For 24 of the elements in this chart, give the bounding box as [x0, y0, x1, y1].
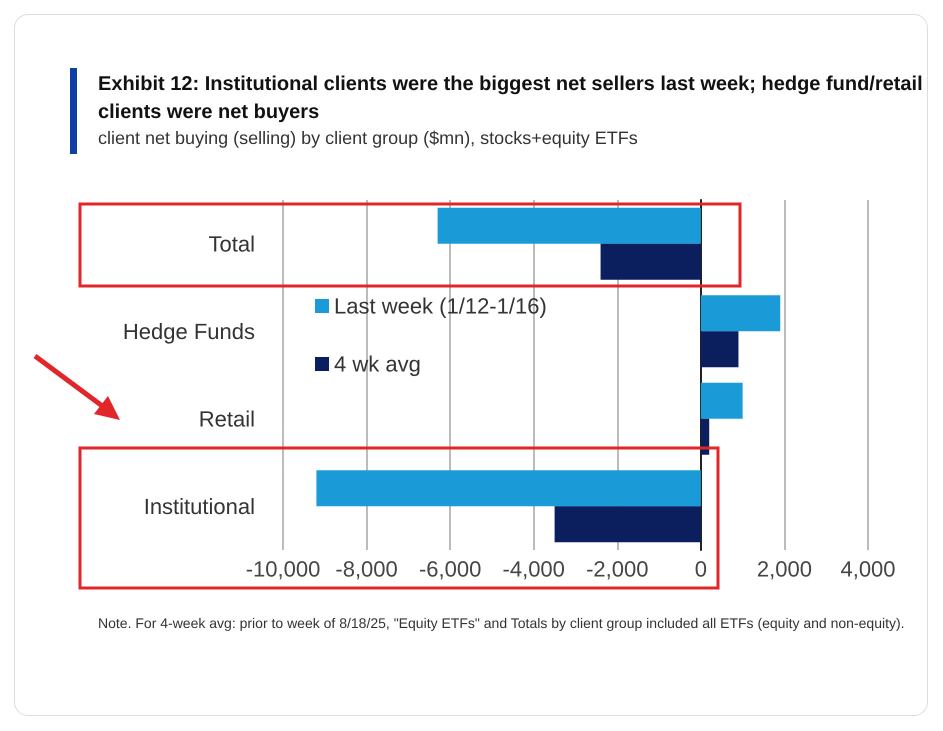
- x-tick-label: -8,000: [335, 556, 398, 582]
- text: Note. For 4-week avg: prior to week of 8/18/25, "Equity ETFs" and Totals by client group included all ETFs (equity and non-equity).: [98, 614, 906, 633]
- chart-title: Exhibit 12: Institutional clients were the biggest net sellers last week; hedge fund/retail clients were net buyers: [98, 72, 924, 125]
- bar: [700, 382, 743, 419]
- bar: [700, 295, 780, 332]
- x-tick-label: 4,000: [840, 556, 896, 582]
- x-tick-label: 2,000: [756, 556, 812, 582]
- x-tick-label: -2,000: [586, 556, 648, 582]
- y-tick-label: Total: [208, 231, 255, 256]
- y-tick-label: Institutional: [144, 494, 255, 519]
- bar: [700, 331, 738, 368]
- bar: [316, 470, 701, 506]
- bar: [600, 244, 701, 280]
- bar: [438, 208, 701, 244]
- chart-subtitle: client net buying (selling) by client group ($mn), stocks+equity ETFs: [98, 128, 638, 149]
- bar: [554, 506, 701, 542]
- y-tick-label: Hedge Funds: [122, 318, 255, 344]
- x-tick-label: -10,000: [246, 556, 320, 582]
- x-tick-label: -6,000: [418, 556, 482, 582]
- legend-label: Last week (1/12-1/16): [334, 294, 547, 318]
- y-tick-label: Retail: [198, 406, 255, 432]
- x-tick-label: 0: [694, 556, 707, 582]
- x-tick-label: -4,000: [502, 556, 565, 582]
- legend-label: 4 wk avg: [334, 352, 421, 376]
